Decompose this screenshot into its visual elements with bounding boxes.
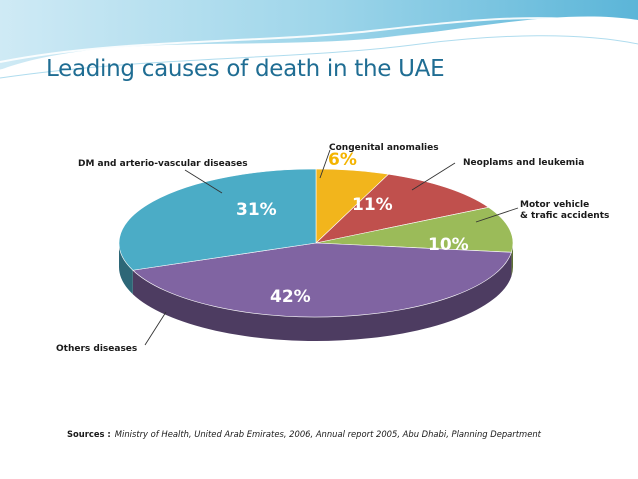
value-label-neoplasms: 11% — [352, 195, 393, 215]
leader-line-neoplasms — [411, 162, 456, 191]
leader-line-dm — [184, 169, 223, 194]
sources-label: Sources : — [67, 429, 111, 439]
label-neoplasms: Neoplams and leukemia — [463, 158, 584, 168]
leader-lines — [144, 149, 519, 346]
slide-title: Leading causes of death in the UAE — [46, 56, 445, 82]
pie-slice-neoplasms-leukemia — [315, 173, 490, 244]
sources-text: Ministry of Health, United Arab Emirates… — [115, 429, 542, 439]
pie-slice-others-diseases — [132, 242, 512, 318]
header-banner — [0, 0, 638, 79]
leader-line-motor — [475, 207, 519, 223]
pie-slice-dm-arterio-vascular — [118, 168, 317, 271]
label-others: Others diseases — [56, 344, 137, 354]
pie-slices-group — [118, 168, 514, 341]
value-label-congenital: 6% — [328, 150, 357, 170]
pie-side-dm-arterio-vascular — [119, 243, 133, 295]
leader-line-congenital — [319, 149, 331, 179]
value-label-others: 42% — [270, 287, 311, 307]
pie-slice-motor-vehicle-accidents — [315, 207, 514, 253]
leader-line-others — [144, 311, 167, 346]
label-congenital: Congenital anomalies — [329, 143, 439, 153]
label-dm: DM and arterio-vascular diseases — [78, 159, 248, 169]
label-motor-line1: Motor vehicle — [520, 200, 589, 210]
sources-note: Sources : Ministry of Health, United Arab… — [67, 429, 542, 439]
pie-side-others-diseases — [132, 252, 512, 341]
value-label-dm: 31% — [236, 200, 277, 220]
label-motor: Motor vehicle & trafic accidents — [520, 200, 609, 221]
label-motor-line2: & trafic accidents — [520, 211, 609, 221]
value-label-motor: 10% — [428, 235, 469, 255]
